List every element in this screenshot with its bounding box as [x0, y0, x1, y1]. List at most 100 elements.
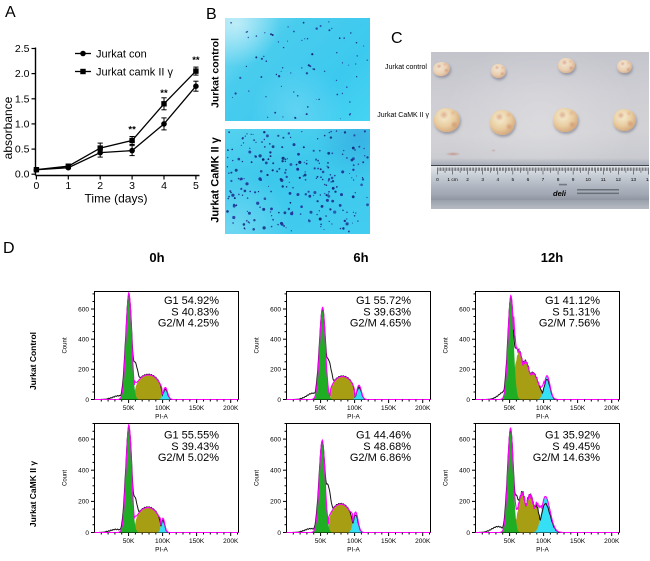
svg-text:S 49.45%: S 49.45% [552, 441, 600, 453]
svg-text:0: 0 [33, 180, 39, 192]
svg-text:14: 14 [645, 177, 649, 183]
svg-text:200: 200 [459, 499, 470, 506]
svg-text:**: ** [192, 55, 200, 66]
svg-text:G2/M 7.56%: G2/M 7.56% [539, 318, 600, 330]
svg-text:150K: 150K [381, 405, 397, 412]
svg-text:G2/M 4.65%: G2/M 4.65% [350, 318, 411, 330]
svg-text:Count: Count [255, 337, 261, 353]
svg-text:2.0: 2.0 [15, 68, 30, 80]
svg-text:**: ** [160, 88, 168, 99]
svg-text:100K: 100K [155, 538, 171, 545]
svg-text:200: 200 [270, 367, 281, 374]
svg-text:600: 600 [78, 306, 89, 313]
svg-text:200: 200 [459, 367, 470, 374]
svg-text:Jurkat con: Jurkat con [96, 49, 147, 61]
svg-text:10: 10 [585, 177, 591, 183]
svg-text:1.5: 1.5 [15, 93, 30, 105]
svg-text:0.0: 0.0 [15, 169, 30, 181]
svg-text:400: 400 [270, 337, 281, 344]
svg-text:**: ** [128, 125, 136, 136]
svg-text:600: 600 [270, 436, 281, 443]
svg-text:Count: Count [63, 337, 69, 353]
svg-text:2: 2 [466, 177, 469, 183]
svg-text:PI-A: PI-A [155, 414, 168, 421]
svg-text:100K: 100K [347, 538, 363, 545]
svg-text:50K: 50K [315, 405, 327, 412]
svg-text:9: 9 [571, 177, 574, 183]
svg-text:Time (days): Time (days) [85, 192, 148, 206]
svg-text:50K: 50K [504, 405, 516, 412]
svg-text:150K: 150K [381, 538, 397, 545]
svg-text:Count: Count [444, 470, 450, 486]
svg-text:100K: 100K [347, 405, 363, 412]
svg-text:400: 400 [78, 337, 89, 344]
svg-text:6: 6 [526, 177, 529, 183]
svg-text:0: 0 [436, 177, 439, 183]
svg-text:13: 13 [630, 177, 636, 183]
svg-text:200: 200 [78, 367, 89, 374]
svg-text:G1 35.92%: G1 35.92% [545, 430, 600, 442]
svg-text:50K: 50K [123, 538, 135, 545]
svg-text:S 39.63%: S 39.63% [363, 306, 411, 318]
svg-text:absorbance: absorbance [1, 96, 15, 159]
svg-text:200: 200 [78, 499, 89, 506]
svg-text:G2/M 4.25%: G2/M 4.25% [158, 318, 219, 330]
svg-text:5: 5 [511, 177, 514, 183]
svg-text:Count: Count [444, 337, 450, 353]
svg-text:1 cm: 1 cm [447, 177, 457, 183]
svg-text:G2/M 6.86%: G2/M 6.86% [350, 452, 411, 464]
svg-text:G2/M 14.63%: G2/M 14.63% [533, 452, 600, 464]
svg-text:G1 55.72%: G1 55.72% [356, 295, 411, 307]
svg-text:100K: 100K [155, 405, 171, 412]
svg-text:G1 55.55%: G1 55.55% [164, 430, 219, 442]
svg-text:400: 400 [459, 468, 470, 475]
svg-text:400: 400 [78, 468, 89, 475]
svg-text:PI-A: PI-A [536, 547, 549, 554]
svg-text:G1 41.12%: G1 41.12% [545, 295, 600, 307]
svg-text:150K: 150K [189, 538, 205, 545]
svg-text:0: 0 [466, 397, 470, 404]
svg-text:PI-A: PI-A [536, 414, 549, 421]
svg-text:S 39.43%: S 39.43% [171, 441, 219, 453]
svg-text:12: 12 [615, 177, 621, 183]
svg-text:0: 0 [277, 530, 281, 537]
svg-text:0: 0 [85, 397, 89, 404]
svg-text:deli: deli [553, 189, 567, 198]
svg-text:100K: 100K [536, 538, 552, 545]
svg-text:2: 2 [97, 180, 103, 192]
svg-text:PI-A: PI-A [347, 414, 360, 421]
svg-text:S 40.83%: S 40.83% [171, 306, 219, 318]
svg-text:50K: 50K [123, 405, 135, 412]
svg-text:200K: 200K [604, 538, 620, 545]
svg-text:S 51.31%: S 51.31% [552, 306, 600, 318]
svg-text:0: 0 [466, 530, 470, 537]
svg-text:0.5: 0.5 [15, 144, 30, 156]
svg-text:G2/M 5.02%: G2/M 5.02% [158, 452, 219, 464]
svg-text:11: 11 [600, 177, 605, 183]
svg-text:100K: 100K [536, 405, 552, 412]
svg-text:PI-A: PI-A [347, 547, 360, 554]
svg-text:600: 600 [78, 436, 89, 443]
svg-text:150K: 150K [570, 405, 586, 412]
svg-text:G1 54.92%: G1 54.92% [164, 295, 219, 307]
svg-text:Count: Count [63, 470, 69, 486]
svg-text:8: 8 [556, 177, 559, 183]
svg-text:1: 1 [65, 180, 71, 192]
svg-text:PI-A: PI-A [155, 547, 168, 554]
svg-text:4: 4 [496, 177, 499, 183]
svg-text:200: 200 [270, 499, 281, 506]
svg-text:600: 600 [270, 306, 281, 313]
svg-text:200K: 200K [223, 538, 239, 545]
svg-text:600: 600 [459, 306, 470, 313]
svg-text:2.5: 2.5 [15, 43, 30, 55]
svg-text:50K: 50K [504, 538, 516, 545]
svg-text:7: 7 [541, 177, 544, 183]
svg-text:3: 3 [129, 180, 135, 192]
svg-text:0: 0 [85, 530, 89, 537]
svg-text:1.0: 1.0 [15, 118, 30, 130]
svg-text:400: 400 [459, 337, 470, 344]
svg-text:3: 3 [481, 177, 484, 183]
svg-text:4: 4 [161, 180, 167, 192]
svg-text:200K: 200K [415, 538, 431, 545]
svg-text:400: 400 [270, 468, 281, 475]
